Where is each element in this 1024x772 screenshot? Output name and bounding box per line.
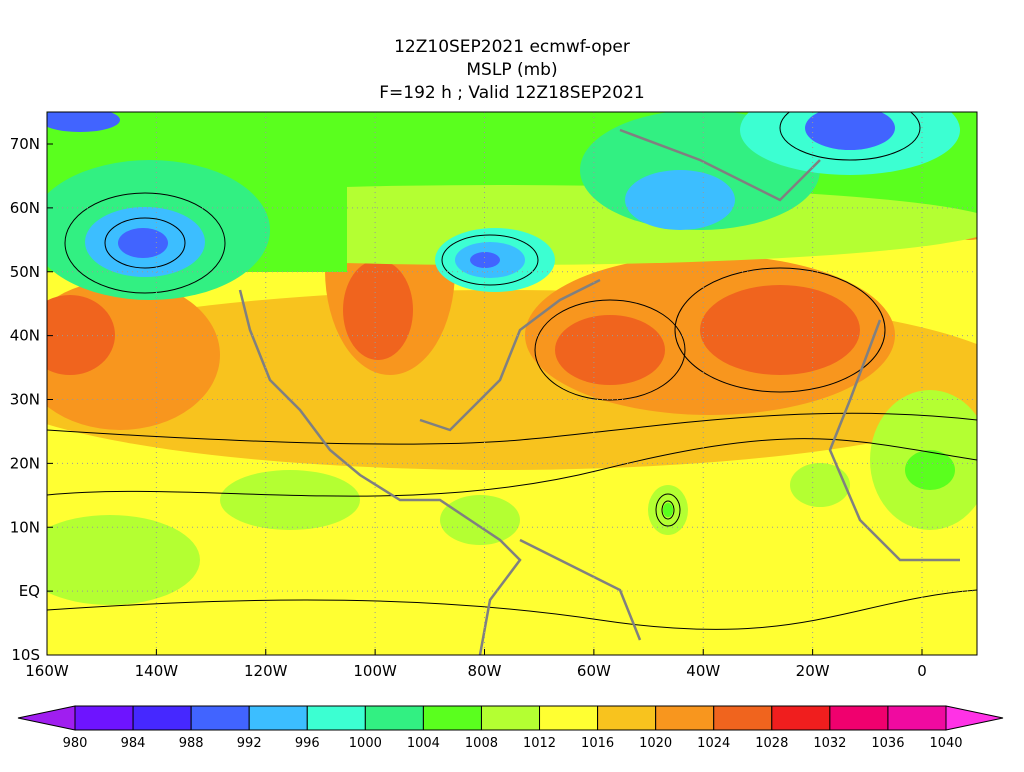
colorbar-box [771,705,831,731]
colorbar-box [190,705,250,731]
colorbar-label: 996 [295,736,320,751]
title-line: MSLP (mb) [466,60,557,80]
colorbar-label: 1016 [581,736,614,751]
colorbar-label: 1004 [407,736,440,751]
colorbar-label: 1032 [813,736,846,751]
colorbar-box [422,705,482,731]
colorbar-label: 1036 [871,736,904,751]
colorbar-box [74,705,134,731]
colorbar-label: 1008 [465,736,498,751]
colorbar-box [829,705,889,731]
lon-label: 160W [25,662,69,680]
lon-label: 20W [796,662,830,680]
lon-label: 100W [353,662,397,680]
lat-label: 70N [10,135,40,153]
map-field [47,112,977,655]
colorbar: 980 984 988 992 996 1000 1004 1008 1012 1016 1020 1… [17,705,1004,751]
colorbar-box [306,705,366,731]
lon-label: 0 [917,662,927,680]
lat-label: 10S [11,646,40,664]
lat-label: 30N [10,391,40,409]
colorbar-end [17,705,76,731]
lon-label: 80W [468,662,502,680]
colorbar-label: 1040 [929,736,962,751]
lon-label: 140W [135,662,179,680]
colorbar-label: 980 [63,736,88,751]
colorbar-label: 984 [121,736,146,751]
lon-label: 60W [577,662,611,680]
lon-label: 40W [686,662,720,680]
colorbar-label: 1024 [697,736,730,751]
colorbar-box [364,705,424,731]
colorbar-label: 1012 [523,736,556,751]
lat-label: 10N [10,518,40,536]
colorbar-box [597,705,657,731]
title-line: F=192 h ; Valid 12Z18SEP2021 [379,83,645,103]
lat-label: 60N [10,199,40,217]
colorbar-box [713,705,773,731]
colorbar-end [945,705,1004,731]
colorbar-box [539,705,599,731]
lat-label: 20N [10,454,40,472]
lon-label: 120W [244,662,288,680]
colorbar-label: 1000 [349,736,382,751]
colorbar-box [480,705,541,731]
lat-label: 50N [10,263,40,281]
colorbar-label: 988 [179,736,204,751]
colorbar-box [887,705,947,731]
map-frame [46,111,978,656]
colorbar-label: 1020 [639,736,672,751]
colorbar-box [132,705,192,731]
lat-label: EQ [19,582,40,600]
title-line: 12Z10SEP2021 ecmwf-oper [394,37,630,57]
colorbar-label: 1028 [755,736,788,751]
colorbar-box [248,705,308,731]
graticule [47,112,977,655]
colorbar-box [655,705,715,731]
lat-label: 40N [10,327,40,345]
colorbar-label: 992 [237,736,262,751]
